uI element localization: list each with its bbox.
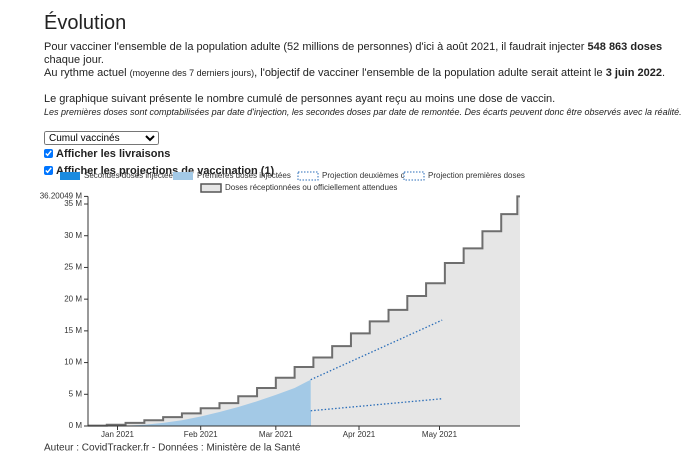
checkbox-label[interactable]: Afficher les projections de vaccination … [44, 165, 684, 177]
y-tick-label: 25 M [64, 263, 82, 272]
projection-line [310, 398, 443, 412]
note: Les premières doses sont comptabilisées … [44, 107, 682, 117]
text: Pour vacciner l'ensemble de la populatio… [44, 41, 588, 53]
y-tick-label: 15 M [64, 326, 82, 335]
emphasis: 3 juin 2022 [605, 67, 662, 79]
y-tick-label: 5 M [69, 389, 83, 398]
legend-item: Projection premières doses [403, 171, 525, 181]
text: . [661, 67, 666, 79]
checkbox[interactable] [44, 149, 53, 158]
text: Au rythme actuel [44, 67, 130, 79]
intro-line: Le graphique suivant présente le nombre … [44, 93, 556, 105]
legend-label: Secondes doses injectées [84, 171, 177, 180]
text: Afficher les livraisons [56, 148, 171, 160]
legend-swatch [200, 183, 222, 193]
area [106, 379, 311, 426]
chart: Auteur : CovidTracker.fr - Données : Min… [40, 171, 525, 452]
legend-item: Projection deuxièmes doses [297, 171, 422, 181]
x-tick-label: Feb 2021 [184, 430, 218, 439]
legend-label: Doses réceptionnées ou officiellement at… [225, 183, 397, 192]
footer: Auteur : CovidTracker.fr - Données : Min… [44, 443, 301, 452]
legend-item: Secondes doses injectées [60, 171, 177, 180]
title: Évolution [44, 12, 127, 34]
intro-line: Pour vacciner l'ensemble de la populatio… [44, 41, 684, 67]
mode-select[interactable]: Cumul vaccinés [44, 131, 159, 145]
x-tick-label: Jan 2021 [101, 430, 134, 439]
legend-label: Projection deuxièmes doses [322, 171, 422, 180]
y-tick-label: 36.20049 M [40, 192, 83, 201]
checkbox-label[interactable]: Afficher les livraisons [44, 148, 684, 160]
delivery-line [88, 195, 520, 427]
x-tick-label: Mar 2021 [259, 430, 293, 439]
delivery-area [88, 196, 520, 426]
text: Afficher les projections de vaccination … [56, 165, 275, 177]
x-tick-label: May 2021 [422, 430, 458, 439]
x-tick-label: Apr 2021 [343, 430, 376, 439]
text: chaque jour. [44, 54, 104, 66]
header: Évolution Pour vacciner l'ensemble de la… [44, 0, 684, 177]
y-tick-label: 35 M [64, 199, 82, 208]
legend-item: Premières doses injectées [173, 171, 291, 180]
legend-swatch [173, 172, 193, 180]
legend-label: Premières doses injectées [197, 171, 291, 180]
emphasis: 548 863 doses [587, 41, 663, 53]
y-tick-label: 20 M [64, 294, 82, 303]
legend-swatch [60, 172, 80, 180]
text: (moyenne des 7 derniers jours) [129, 68, 255, 78]
projection-line [310, 319, 443, 381]
y-tick-label: 0 M [69, 421, 83, 430]
intro-line: Au rythme actuel (moyenne des 7 derniers… [44, 67, 684, 80]
legend-label: Projection premières doses [428, 171, 525, 180]
y-tick-label: 10 M [64, 358, 82, 367]
legend-item: Doses réceptionnées ou officiellement at… [200, 183, 397, 193]
text: , l'objectif de vacciner l'ensemble de l… [254, 67, 606, 79]
legend-swatch [403, 171, 425, 181]
y-tick-label: 30 M [64, 231, 82, 240]
checkbox[interactable] [44, 166, 53, 175]
legend-swatch [297, 171, 319, 181]
